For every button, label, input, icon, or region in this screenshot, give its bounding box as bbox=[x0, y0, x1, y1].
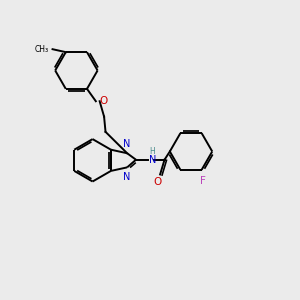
Text: F: F bbox=[200, 176, 206, 186]
Text: CH₃: CH₃ bbox=[35, 45, 49, 54]
Text: H: H bbox=[149, 147, 155, 156]
Text: O: O bbox=[100, 96, 108, 106]
Text: N: N bbox=[149, 155, 157, 165]
Text: N: N bbox=[124, 139, 131, 149]
Text: O: O bbox=[153, 177, 161, 188]
Text: N: N bbox=[124, 172, 131, 182]
